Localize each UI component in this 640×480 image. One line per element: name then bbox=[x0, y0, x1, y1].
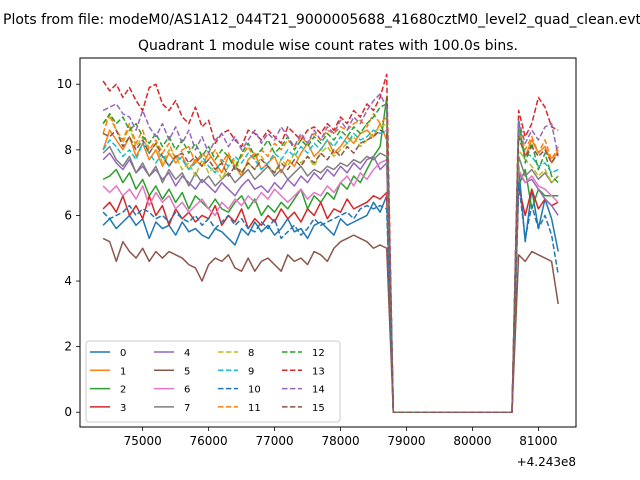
legend-label-1: 1 bbox=[120, 366, 126, 377]
x-tick-label: 78000 bbox=[321, 434, 359, 448]
y-tick-label: 8 bbox=[64, 143, 72, 157]
legend-label-15: 15 bbox=[312, 403, 325, 414]
y-tick-label: 10 bbox=[57, 77, 72, 91]
legend-label-9: 9 bbox=[248, 366, 254, 377]
series-line-15 bbox=[102, 129, 559, 413]
plot-area bbox=[79, 57, 577, 428]
axes-frame bbox=[79, 57, 577, 428]
y-axis: 0 2 4 6 8 10 bbox=[57, 77, 80, 419]
x-tick-label: 77000 bbox=[255, 434, 293, 448]
legend-label-3: 3 bbox=[120, 403, 126, 414]
legend-label-5: 5 bbox=[184, 366, 190, 377]
y-tick-label: 6 bbox=[64, 208, 72, 222]
legend-frame bbox=[85, 340, 341, 423]
figure-suptitle: Plots from file: modeM0/AS1A12_044T21_90… bbox=[3, 12, 640, 28]
legend-label-14: 14 bbox=[312, 385, 325, 396]
legend-label-13: 13 bbox=[312, 366, 325, 377]
x-tick-label: 80000 bbox=[453, 434, 491, 448]
x-tick-label: 76000 bbox=[190, 434, 228, 448]
x-offset-text: +4.243e8 bbox=[517, 455, 576, 469]
series-line-5 bbox=[102, 234, 559, 413]
x-tick-label: 79000 bbox=[387, 434, 425, 448]
legend-label-11: 11 bbox=[248, 403, 261, 414]
legend-label-12: 12 bbox=[312, 348, 325, 359]
axes-title: Quadrant 1 module wise count rates with … bbox=[138, 38, 518, 54]
x-axis: 75000 76000 77000 78000 79000 80000 81000 bbox=[124, 427, 557, 448]
legend-label-0: 0 bbox=[120, 348, 126, 359]
y-tick-label: 4 bbox=[64, 274, 72, 288]
legend-label-7: 7 bbox=[184, 403, 190, 414]
x-tick-label: 75000 bbox=[124, 434, 162, 448]
legend-label-8: 8 bbox=[248, 348, 254, 359]
series-layer bbox=[102, 73, 559, 413]
legend-label-4: 4 bbox=[184, 348, 190, 359]
series-line-10 bbox=[102, 181, 559, 413]
legend-label-6: 6 bbox=[184, 385, 190, 396]
y-tick-label: 2 bbox=[64, 340, 72, 354]
x-tick-label: 81000 bbox=[519, 434, 557, 448]
legend-label-10: 10 bbox=[248, 385, 261, 396]
y-tick-label: 0 bbox=[64, 405, 72, 419]
legend-label-2: 2 bbox=[120, 385, 126, 396]
